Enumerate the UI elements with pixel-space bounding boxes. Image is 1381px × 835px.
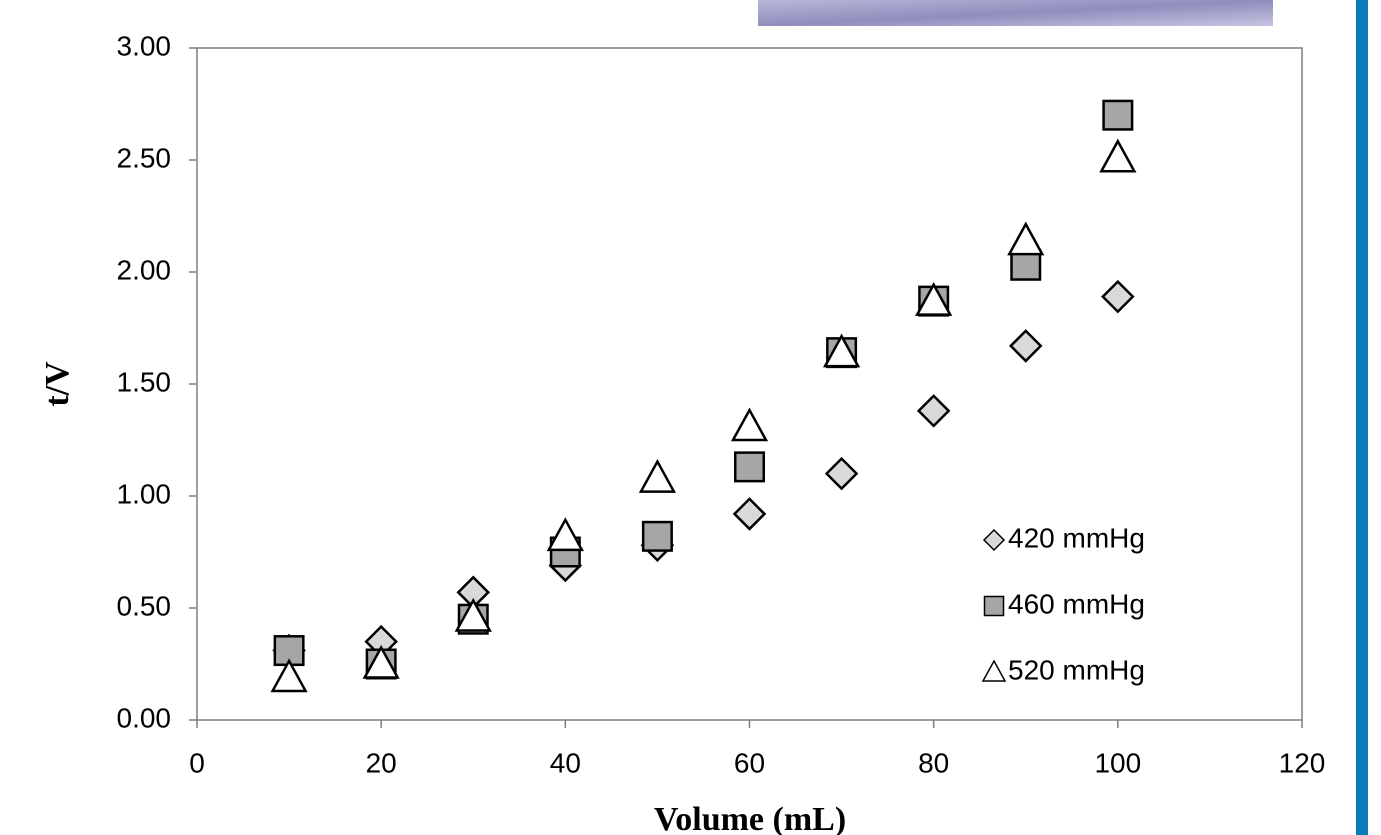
y-tick-label: 0.00: [117, 702, 172, 733]
x-tick-label: 100: [1094, 747, 1141, 778]
x-tick-label: 20: [366, 747, 397, 778]
square-marker: [734, 451, 765, 483]
triangle-marker: [454, 597, 492, 632]
triangle-marker: [1099, 138, 1137, 173]
legend-label: 520 mmHg: [1008, 654, 1145, 685]
triangle-marker: [822, 333, 861, 368]
square-marker: [1102, 99, 1134, 131]
diamond-marker: [916, 394, 951, 428]
x-tick-label: 80: [918, 747, 949, 778]
x-axis-title: Volume (mL): [654, 801, 846, 835]
triangle-marker: [915, 282, 953, 316]
x-tick-label: 40: [550, 747, 581, 778]
legend-marker: [981, 659, 1007, 682]
triangle-marker: [638, 458, 677, 493]
legend-marker: [983, 595, 1005, 617]
triangle-marker: [1007, 221, 1045, 256]
triangle-marker: [270, 658, 308, 693]
y-tick-label: 2.00: [117, 254, 172, 285]
diamond-marker: [1008, 329, 1043, 363]
triangle-marker: [730, 407, 769, 442]
legend-label: 460 mmHg: [1008, 588, 1145, 619]
legend-marker: [982, 528, 1006, 552]
x-tick-label: 0: [189, 747, 205, 778]
triangle-marker: [362, 644, 400, 679]
diamond-marker: [1101, 279, 1135, 314]
y-tick-label: 1.50: [117, 366, 172, 397]
y-tick-label: 3.00: [117, 30, 172, 61]
y-tick-label: 1.00: [117, 478, 172, 509]
x-tick-label: 120: [1279, 747, 1326, 778]
side-bar: [1356, 0, 1368, 835]
x-tick-label: 60: [734, 747, 765, 778]
triangle-marker: [546, 517, 584, 552]
diamond-marker: [824, 456, 859, 491]
y-tick-label: 0.50: [117, 590, 172, 621]
square-marker: [641, 520, 673, 552]
legend-label: 420 mmHg: [1008, 522, 1145, 553]
y-axis-title: t/V: [39, 361, 76, 407]
y-tick-label: 2.50: [117, 142, 172, 173]
diamond-marker: [732, 497, 767, 531]
square-marker: [1010, 249, 1042, 281]
photo-fragment: [758, 0, 1273, 26]
